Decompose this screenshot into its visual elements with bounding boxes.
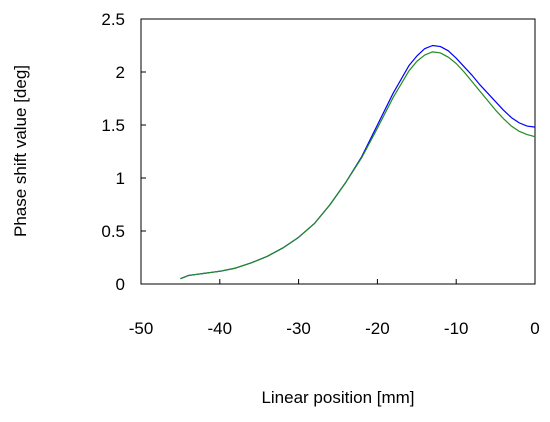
series-line-1 bbox=[180, 44, 536, 280]
x-tick-label: -30 bbox=[286, 319, 311, 338]
y-tick-label: 0.5 bbox=[101, 222, 125, 241]
y-axis-ticks: 0 0.5 1 1.5 2 2.5 bbox=[101, 10, 146, 294]
y-tick-label: 2 bbox=[116, 63, 125, 82]
x-tick-label: -50 bbox=[129, 319, 154, 338]
x-tick-label: 0 bbox=[530, 319, 539, 338]
x-tick-label: -20 bbox=[365, 319, 390, 338]
y-axis-title: Phase shift value [deg] bbox=[11, 65, 30, 237]
x-tick-label: -40 bbox=[208, 319, 233, 338]
y-tick-label: 2.5 bbox=[101, 10, 125, 29]
x-axis-title: Linear position [mm] bbox=[261, 388, 414, 407]
y-tick-label: 1.5 bbox=[101, 116, 125, 135]
y-tick-label: 0 bbox=[116, 275, 125, 294]
series-layer bbox=[180, 44, 536, 280]
y-tick-label: 1 bbox=[116, 169, 125, 188]
plot-frame bbox=[140, 18, 536, 285]
x-axis-ticks: -50 -40 -30 -20 -10 0 bbox=[129, 279, 540, 338]
series-line-2 bbox=[180, 51, 536, 280]
x-tick-label: -10 bbox=[444, 319, 469, 338]
